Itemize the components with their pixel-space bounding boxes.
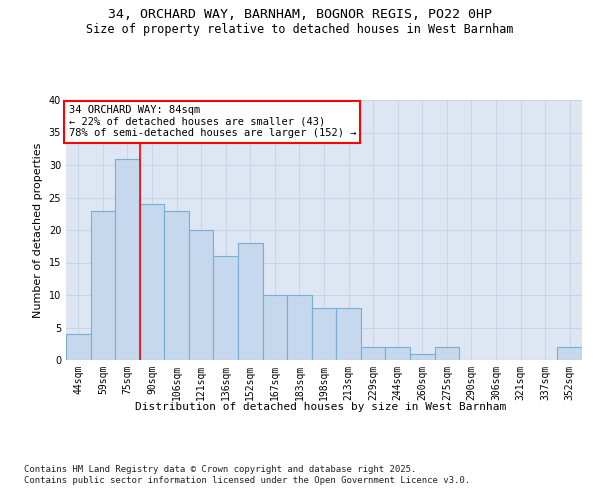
Bar bbox=[312, 308, 336, 360]
Bar bbox=[238, 243, 263, 360]
Text: 34, ORCHARD WAY, BARNHAM, BOGNOR REGIS, PO22 0HP: 34, ORCHARD WAY, BARNHAM, BOGNOR REGIS, … bbox=[108, 8, 492, 20]
Text: Distribution of detached houses by size in West Barnham: Distribution of detached houses by size … bbox=[136, 402, 506, 412]
Bar bbox=[263, 295, 287, 360]
Bar bbox=[361, 347, 385, 360]
Bar bbox=[557, 347, 582, 360]
Bar bbox=[66, 334, 91, 360]
Bar bbox=[287, 295, 312, 360]
Bar bbox=[336, 308, 361, 360]
Text: Contains public sector information licensed under the Open Government Licence v3: Contains public sector information licen… bbox=[24, 476, 470, 485]
Text: Contains HM Land Registry data © Crown copyright and database right 2025.: Contains HM Land Registry data © Crown c… bbox=[24, 465, 416, 474]
Bar bbox=[91, 210, 115, 360]
Y-axis label: Number of detached properties: Number of detached properties bbox=[33, 142, 43, 318]
Bar bbox=[140, 204, 164, 360]
Bar bbox=[189, 230, 214, 360]
Bar bbox=[434, 347, 459, 360]
Bar bbox=[214, 256, 238, 360]
Bar bbox=[410, 354, 434, 360]
Bar bbox=[385, 347, 410, 360]
Bar bbox=[115, 158, 140, 360]
Text: Size of property relative to detached houses in West Barnham: Size of property relative to detached ho… bbox=[86, 22, 514, 36]
Text: 34 ORCHARD WAY: 84sqm
← 22% of detached houses are smaller (43)
78% of semi-deta: 34 ORCHARD WAY: 84sqm ← 22% of detached … bbox=[68, 105, 356, 138]
Bar bbox=[164, 210, 189, 360]
